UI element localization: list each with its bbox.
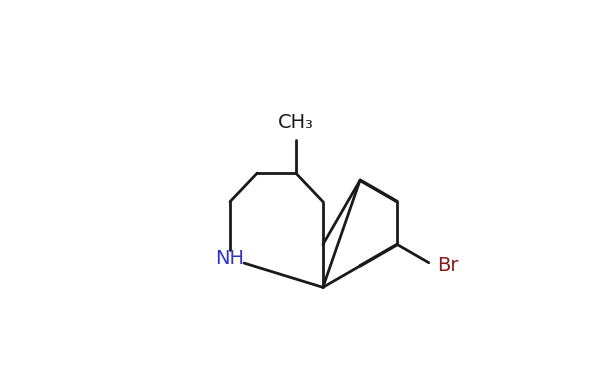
Text: CH₃: CH₃ [278, 113, 314, 132]
Text: NH: NH [215, 249, 244, 268]
Text: Br: Br [437, 256, 459, 275]
